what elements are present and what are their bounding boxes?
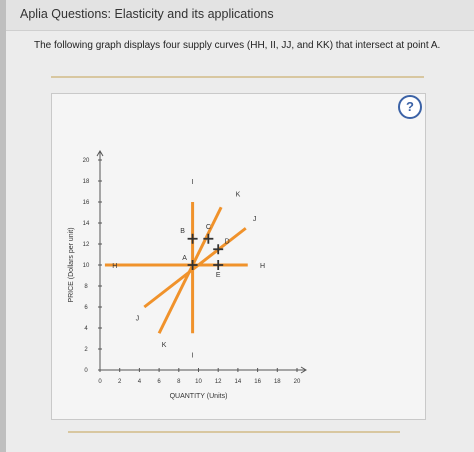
y-tick-label: 6 — [84, 305, 88, 311]
point-c-label: C — [206, 224, 211, 231]
point-a-label: A — [182, 255, 187, 262]
curve-label-j: J — [253, 216, 257, 223]
title-bar: Aplia Questions: Elasticity and its appl… — [6, 0, 474, 31]
left-edge-strip — [0, 0, 6, 452]
divider-top — [51, 76, 424, 78]
x-axis-arrow — [300, 366, 307, 374]
point-d-handle[interactable] — [213, 244, 224, 255]
y-tick-label: 2 — [84, 347, 88, 353]
divider-bottom — [68, 431, 400, 433]
question-instruction: The following graph displays four supply… — [34, 40, 441, 51]
curve-label-h: H — [260, 263, 265, 270]
x-tick-label: 14 — [235, 379, 242, 385]
x-tick-label: 6 — [157, 379, 161, 385]
curve-label-i: I — [192, 352, 194, 359]
y-tick-label: 4 — [84, 326, 88, 332]
x-tick-label: 20 — [294, 379, 301, 385]
y-tick-label: 0 — [84, 368, 88, 374]
curve-label-i: I — [192, 179, 194, 186]
supply-curve-j[interactable] — [143, 227, 247, 309]
curve-label-h: H — [112, 263, 117, 270]
y-axis-label: PRICE (Dollars per unit) — [68, 227, 75, 302]
x-axis-label: QUANTITY (Units) — [170, 393, 228, 400]
y-tick-label: 16 — [83, 200, 90, 206]
page-title: Aplia Questions: Elasticity and its appl… — [20, 7, 274, 21]
point-d-label: D — [225, 238, 230, 245]
x-tick-label: 0 — [98, 379, 102, 385]
y-tick-label: 14 — [83, 221, 90, 227]
y-axis-arrow — [96, 150, 104, 157]
x-tick-label: 10 — [195, 379, 202, 385]
y-tick-label: 18 — [83, 179, 90, 185]
y-tick-label: 10 — [83, 263, 90, 269]
point-b-handle[interactable] — [187, 233, 198, 244]
supply-curve-k[interactable] — [157, 206, 223, 334]
curve-label-k: K — [162, 342, 167, 349]
point-e-label: E — [216, 272, 221, 279]
x-tick-label: 16 — [254, 379, 261, 385]
x-tick-label: 4 — [138, 379, 142, 385]
curve-label-k: K — [236, 192, 241, 199]
help-button[interactable]: ? — [398, 95, 422, 119]
x-tick-label: 2 — [118, 379, 122, 385]
point-e-handle[interactable] — [213, 260, 224, 270]
point-c-handle[interactable] — [203, 233, 214, 244]
y-tick-label: 8 — [84, 284, 88, 290]
point-a-handle[interactable] — [187, 260, 198, 270]
point-b-label: B — [180, 228, 185, 235]
x-tick-label: 8 — [177, 379, 181, 385]
x-tick-label: 18 — [274, 379, 281, 385]
curve-label-j: J — [136, 316, 140, 323]
x-tick-label: 12 — [215, 379, 222, 385]
y-tick-label: 20 — [83, 158, 90, 164]
graph-panel — [51, 93, 426, 420]
y-tick-label: 12 — [83, 242, 90, 248]
